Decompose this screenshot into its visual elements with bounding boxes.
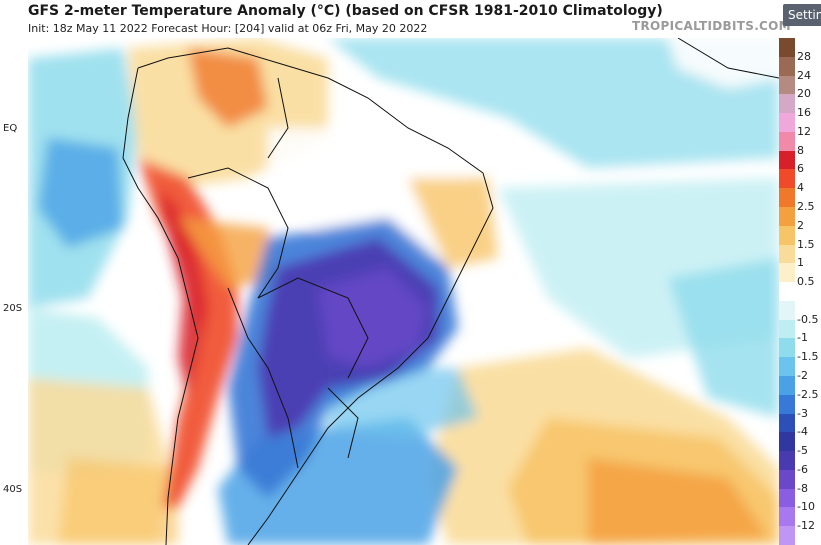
colorbar-label: -0.5 [797,312,819,326]
colorbar-swatch [779,300,795,321]
colorbar-swatch [779,94,795,114]
anomaly-field [28,38,779,545]
colorbar-swatch [779,488,795,508]
colorbar-label: -6 [797,462,808,476]
colorbar-swatch [779,413,795,433]
colorbar-label: 6 [797,162,804,176]
colorbar-swatch [779,150,795,170]
anomaly-map-canvas [28,38,779,545]
colorbar-label: 20 [797,87,811,101]
colorbar-swatch [779,507,795,527]
colorbar-label: 1 [797,256,804,270]
lat-label-40s: 40S [3,484,23,495]
colorbar-label: -1 [797,331,808,345]
colorbar-swatch [779,394,795,415]
settings-button[interactable]: Settings [783,4,821,26]
colorbar: 28 24 20 16 12 8 6 4 2.5 2 1.5 1 0.5 -0.5 -1 -1.5 -2 -2.5… [779,38,821,545]
colorbar-label: -3 [797,406,808,420]
colorbar-label: 8 [797,143,804,157]
colorbar-label: 12 [797,124,811,138]
map-title: GFS 2-meter Temperature Anomaly (°C) (ba… [28,3,663,19]
colorbar-swatch [779,169,795,189]
colorbar-swatch [779,244,795,264]
colorbar-swatch [779,75,795,95]
colorbar-label: -4 [797,425,808,439]
colorbar-label: 2 [797,218,804,232]
colorbar-label: -1.5 [797,350,819,364]
colorbar-label: -5 [797,444,808,458]
country-borders [122,38,779,545]
colorbar-swatch [779,526,795,545]
colorbar-label: -10 [797,500,815,514]
colorbar-label: 2.5 [797,200,815,213]
colorbar-swatch [779,432,795,452]
colorbar-label: 4 [797,181,804,195]
colorbar-swatch [779,38,795,58]
colorbar-label: 16 [797,106,811,120]
colorbar-swatch [779,225,795,246]
colorbar-swatch [779,207,795,227]
lat-label-eq: EQ [3,123,18,134]
colorbar-swatch [779,469,795,490]
colorbar-label: -2 [797,369,808,382]
map-subtitle: Init: 18z May 11 2022 Forecast Hour: [20… [28,22,428,35]
colorbar-swatch [779,263,795,283]
colorbar-swatch [779,319,795,339]
anomaly-map [28,38,779,545]
colorbar-swatch [779,188,795,208]
colorbar-label: -2.5 [797,387,819,401]
lat-label-20s: 20S [3,303,23,314]
colorbar-label: 28 [797,49,811,63]
brand-watermark: TROPICALTIDBITS.COM [632,19,791,33]
colorbar-label: -8 [797,481,808,495]
colorbar-label: 24 [797,68,811,82]
colorbar-swatch [779,131,795,152]
colorbar-label: 1.5 [797,237,815,251]
colorbar-swatch [779,376,795,396]
colorbar-swatch [779,451,795,471]
colorbar-label: -12 [797,519,815,533]
colorbar-label: 0.5 [797,275,815,289]
colorbar-swatch [779,56,795,77]
colorbar-swatch [779,357,795,377]
header: GFS 2-meter Temperature Anomaly (°C) (ba… [0,0,821,38]
colorbar-swatch [779,338,795,358]
colorbar-swatch [779,282,795,302]
colorbar-swatch [779,113,795,133]
